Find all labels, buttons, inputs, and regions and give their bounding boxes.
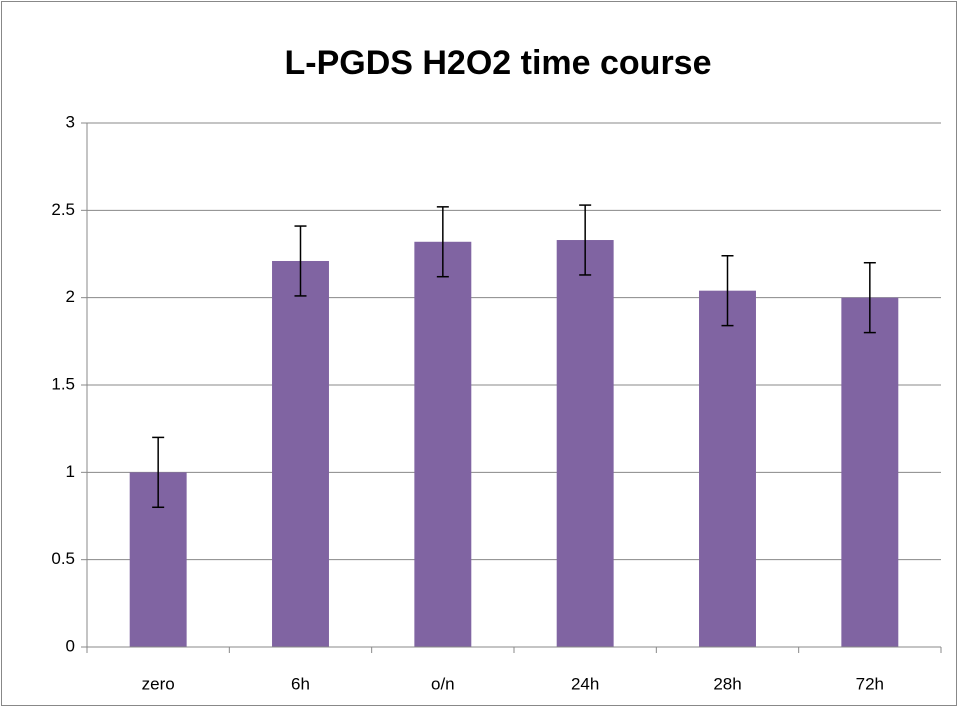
x-tick-label: o/n [431,674,455,693]
x-tick-label: 6h [291,674,310,693]
bar [841,297,899,647]
x-tick-label: 24h [571,674,599,693]
bar [556,240,614,647]
bar [272,260,329,647]
bar [699,290,756,647]
y-tick-label: 1.5 [51,374,75,393]
y-tick-label: 0 [66,636,75,655]
chart-title: L-PGDS H2O2 time course [284,44,711,82]
x-tick-label: 28h [713,674,741,693]
y-tick-label: 1 [66,462,75,481]
x-tick-label: 72h [856,674,884,693]
y-tick-label: 2.5 [51,200,75,219]
bar [414,241,472,648]
y-tick-label: 0.5 [51,549,75,568]
y-tick-label: 3 [66,112,75,131]
y-tick-label: 2 [66,287,75,306]
x-tick-label: zero [142,674,175,693]
